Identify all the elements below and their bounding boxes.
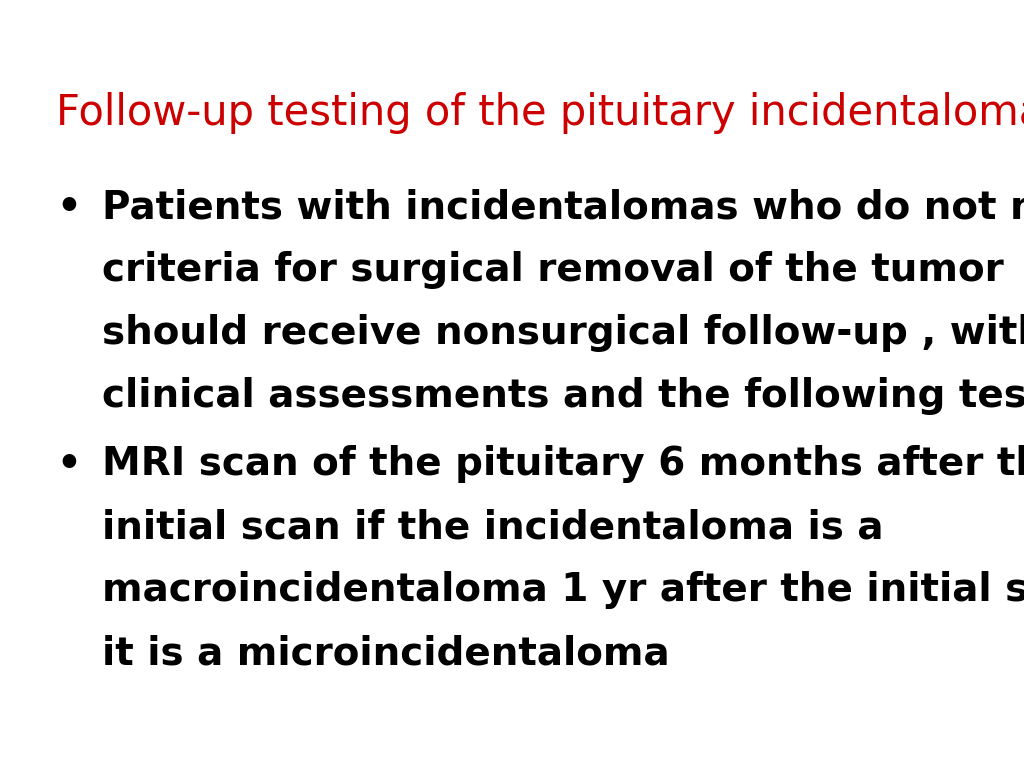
- Text: Patients with incidentalomas who do not meet: Patients with incidentalomas who do not …: [102, 188, 1024, 226]
- Text: clinical assessments and the following tests:: clinical assessments and the following t…: [102, 377, 1024, 415]
- Text: initial scan if the incidentaloma is a: initial scan if the incidentaloma is a: [102, 508, 884, 546]
- Text: should receive nonsurgical follow-up , with: should receive nonsurgical follow-up , w…: [102, 314, 1024, 352]
- Text: •: •: [56, 188, 81, 226]
- Text: macroincidentaloma 1 yr after the initial scan if: macroincidentaloma 1 yr after the initia…: [102, 571, 1024, 609]
- Text: criteria for surgical removal of the tumor: criteria for surgical removal of the tum…: [102, 251, 1005, 289]
- Text: Follow-up testing of the pituitary incidentaloma: Follow-up testing of the pituitary incid…: [56, 92, 1024, 134]
- Text: •: •: [56, 445, 81, 483]
- Text: MRI scan of the pituitary 6 months after the: MRI scan of the pituitary 6 months after…: [102, 445, 1024, 483]
- Text: it is a microincidentaloma: it is a microincidentaloma: [102, 634, 670, 672]
